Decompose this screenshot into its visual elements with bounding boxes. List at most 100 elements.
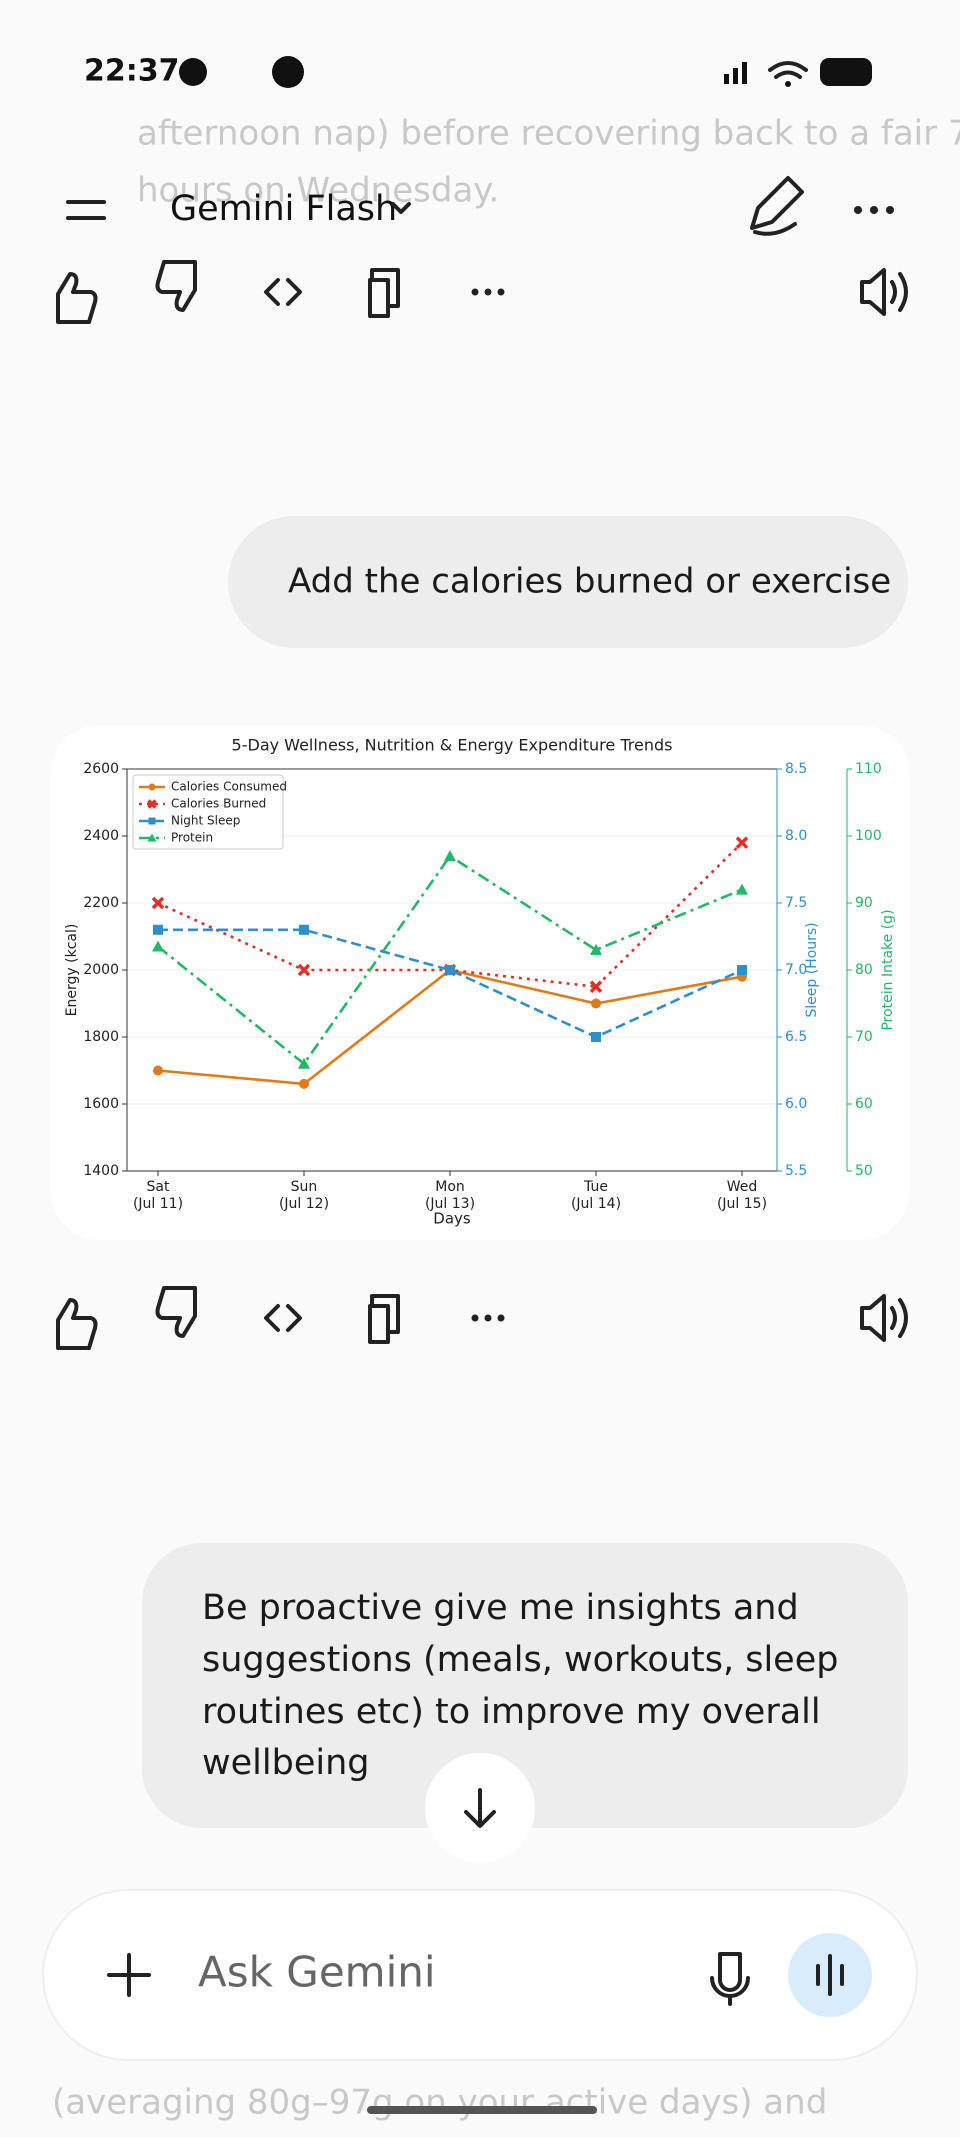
user-message: Add the calories burned or exercise [288,562,891,602]
y-tick-label: 2000 [83,962,119,978]
input-placeholder[interactable]: Ask Gemini [198,1948,436,1997]
more-actions[interactable] [471,288,505,296]
chart-card [50,725,910,1240]
legend-marker [147,833,157,842]
live-icon [816,1954,844,1996]
like-button[interactable] [56,1298,98,1350]
faded-text: hours on Wednesday. [137,171,499,211]
y2-tick-label: 7.0 [785,962,807,978]
legend-label: Calories Consumed [171,780,287,794]
series-line [158,928,743,1039]
read-aloud-button[interactable] [860,268,908,316]
y3-tick-label: 100 [855,828,882,844]
marker [735,836,749,849]
y-tick-label: 1600 [83,1096,119,1112]
y2-tick-label: 7.5 [785,895,807,911]
y3-tick-label: 110 [855,761,882,777]
marker [591,1032,601,1042]
marker [737,965,747,975]
y2-tick-label: 8.0 [785,828,807,844]
y3-axis-label: Protein Intake (g) [880,909,896,1030]
marker [297,963,311,977]
marker [591,998,601,1009]
legend-marker [148,783,156,791]
user-message: Be proactive give me insights and [202,1588,799,1628]
y3-tick-label: 70 [855,1029,873,1045]
marker [151,896,165,910]
model-title[interactable]: Gemini Flash [170,189,397,229]
legend-box [132,774,284,850]
marker [589,980,603,993]
marker [299,924,309,935]
y-tick-label: 1400 [83,1163,119,1179]
marker [153,924,163,935]
y2-tick-label: 6.0 [785,1096,807,1112]
copy-button[interactable] [368,268,400,318]
action-row [56,260,908,324]
more-button[interactable] [854,206,894,214]
user-bubble [228,516,908,648]
code-button[interactable] [264,1304,302,1332]
dropdown-chevron[interactable] [391,202,411,214]
y2-tick-label: 5.5 [785,1163,807,1179]
user-message: routines etc) to improve my overall [202,1692,821,1732]
x-axis-label: Days [433,1210,471,1228]
legend-marker [148,817,156,825]
legend-label: Calories Burned [171,797,266,811]
menu-button[interactable] [66,200,106,220]
new-chat-button[interactable] [750,176,804,236]
marker [299,1078,309,1089]
action-row [56,1286,908,1350]
status-icon [179,58,207,86]
y-tick-label: 2200 [83,895,119,911]
user-bubble [142,1543,908,1828]
scroll-down-arrow [464,1788,496,1828]
camera-cutout [272,56,304,88]
y2-tick-label: 8.5 [785,761,807,777]
read-aloud-button[interactable] [860,1294,908,1342]
mic-button[interactable] [710,1952,750,2006]
dislike-button[interactable] [155,260,197,312]
marker [152,940,164,952]
y3-tick-label: 60 [855,1096,873,1112]
y-tick-label: 2600 [83,761,119,777]
chart-title: 5-Day Wellness, Nutrition & Energy Expen… [232,736,673,755]
legend-marker [147,799,157,809]
y2-tick-label: 6.5 [785,1029,807,1045]
user-message: suggestions (meals, workouts, sleep [202,1640,838,1680]
y3-tick-label: 50 [855,1163,873,1179]
wifi-dot [785,81,791,87]
like-button[interactable] [56,272,98,324]
y-tick-label: 1800 [83,1029,119,1045]
chart: 5-Day Wellness, Nutrition & Energy Expen… [64,736,896,1228]
wifi [768,61,808,79]
input-bar[interactable] [42,1889,918,2061]
x-tick-label: Tue (Jul 14) [571,1179,621,1212]
home-indicator [367,2106,597,2114]
y3-tick-label: 90 [855,895,873,911]
x-tick-label: Sun (Jul 12) [279,1179,329,1212]
marker [590,943,602,955]
code-button[interactable] [264,278,302,306]
user-message: wellbeing [202,1743,369,1783]
y-tick-label: 2400 [83,828,119,844]
x-tick-label: Mon (Jul 13) [425,1179,475,1212]
marker [736,883,748,895]
add-button[interactable] [107,1953,151,1997]
marker [444,850,456,862]
marker [153,1065,163,1076]
series-line [157,854,743,1066]
legend-label: Night Sleep [171,814,240,828]
copy-button[interactable] [368,1294,400,1344]
y-axis-label: Energy (kcal) [64,924,80,1017]
more-actions[interactable] [471,1314,505,1322]
signal [724,62,747,84]
faded-text: afternoon nap) before recovering back to… [137,114,960,154]
marker [445,965,455,975]
dislike-button[interactable] [155,1286,197,1338]
y3-tick-label: 80 [855,962,873,978]
x-tick-label: Sat (Jul 11) [133,1179,183,1212]
legend-label: Protein [171,831,213,845]
